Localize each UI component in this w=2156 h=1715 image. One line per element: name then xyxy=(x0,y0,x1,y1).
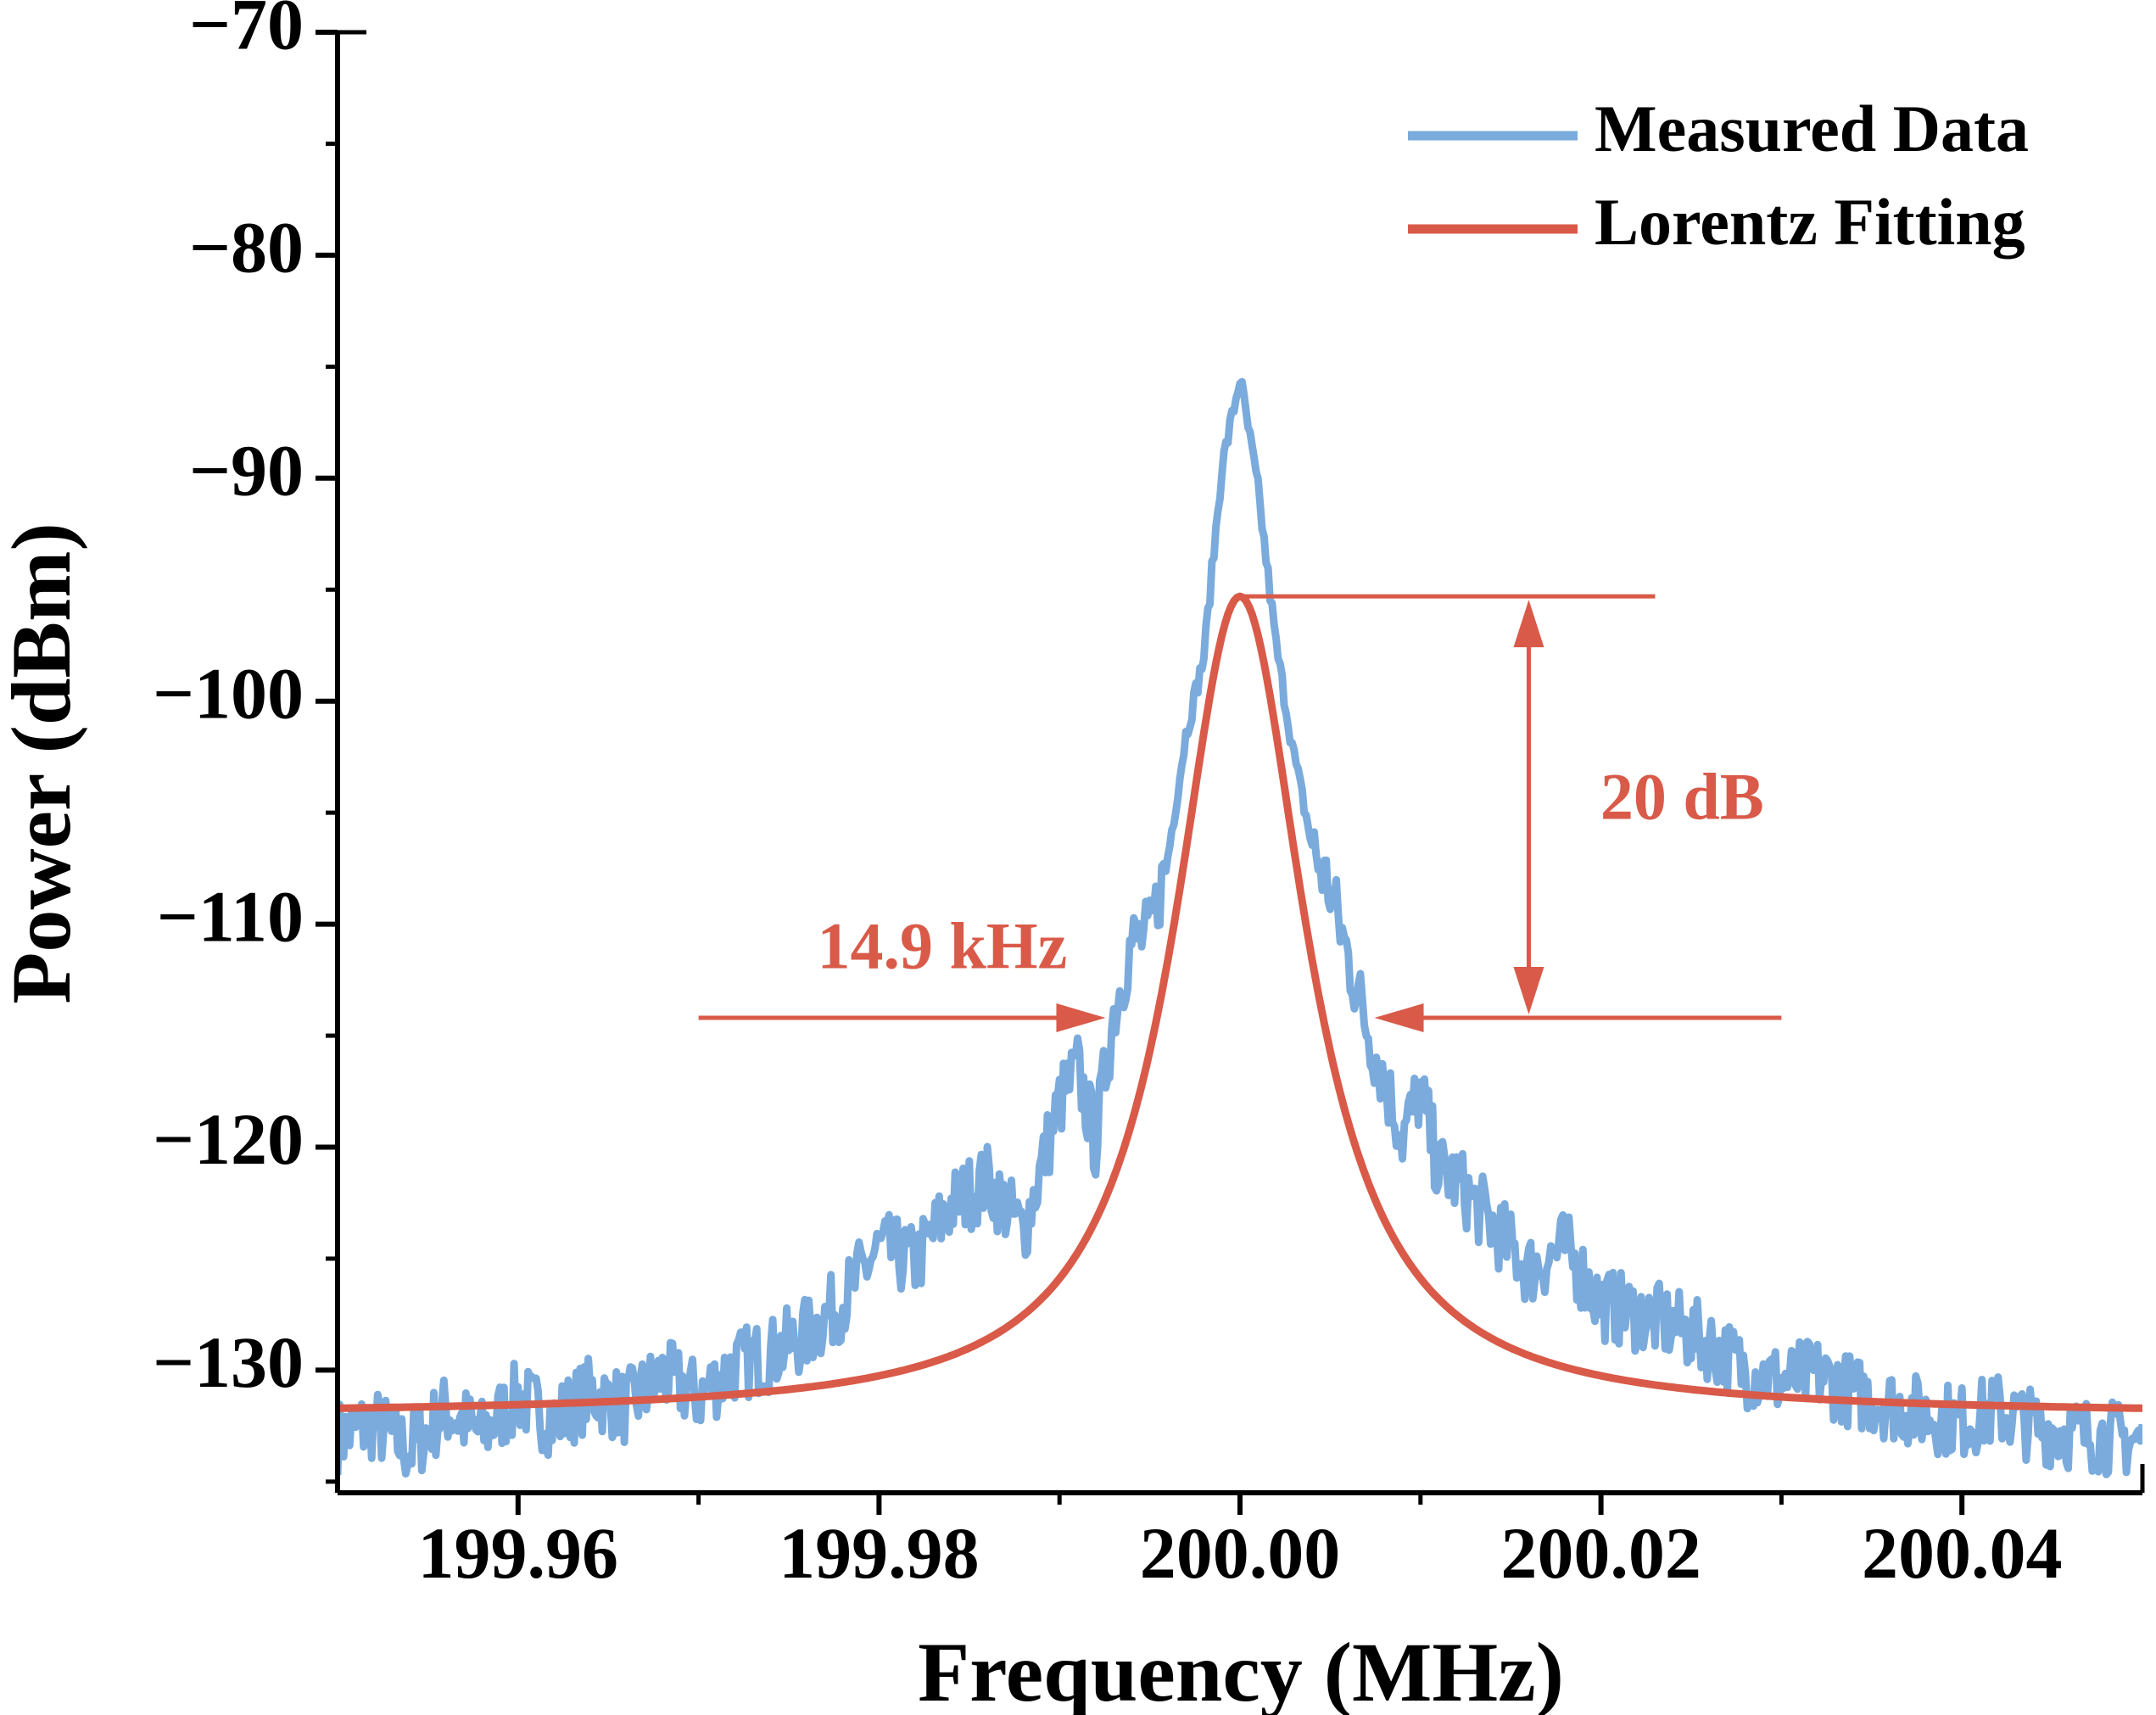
arrowhead-right xyxy=(1056,1003,1106,1033)
y-tick-label: −80 xyxy=(189,207,304,288)
x-tick-label: 200.00 xyxy=(1140,1512,1341,1594)
y-tick-label: −120 xyxy=(153,1098,304,1180)
y-tick-label: −130 xyxy=(153,1321,304,1403)
y-axis-title: Power (dBm) xyxy=(0,522,88,1003)
y-tick-label: −110 xyxy=(157,875,304,957)
arrowhead-up xyxy=(1513,600,1544,648)
x-tick-label: 199.98 xyxy=(779,1512,980,1594)
x-tick-label: 200.02 xyxy=(1500,1512,1701,1594)
legend-label: Measured Data xyxy=(1595,92,2029,165)
x-axis-title: Frequency (MHz) xyxy=(918,1625,1564,1715)
y-tick-label: −100 xyxy=(153,652,304,734)
db-annotation-label: 20 dB xyxy=(1600,760,1764,834)
measured-data-line xyxy=(338,377,2142,1478)
y-tick-label: −90 xyxy=(189,430,304,511)
x-tick-label: 199.96 xyxy=(418,1512,619,1594)
y-tick-label: −70 xyxy=(189,0,304,65)
lorentz-fitting-line xyxy=(338,592,2142,1412)
arrowhead-left xyxy=(1374,1003,1424,1033)
arrowhead-down xyxy=(1513,967,1544,1015)
khz-annotation-label: 14.9 kHz xyxy=(818,909,1068,983)
x-tick-label: 200.04 xyxy=(1862,1512,2063,1594)
legend-label: Lorentz Fitting xyxy=(1595,185,2025,259)
